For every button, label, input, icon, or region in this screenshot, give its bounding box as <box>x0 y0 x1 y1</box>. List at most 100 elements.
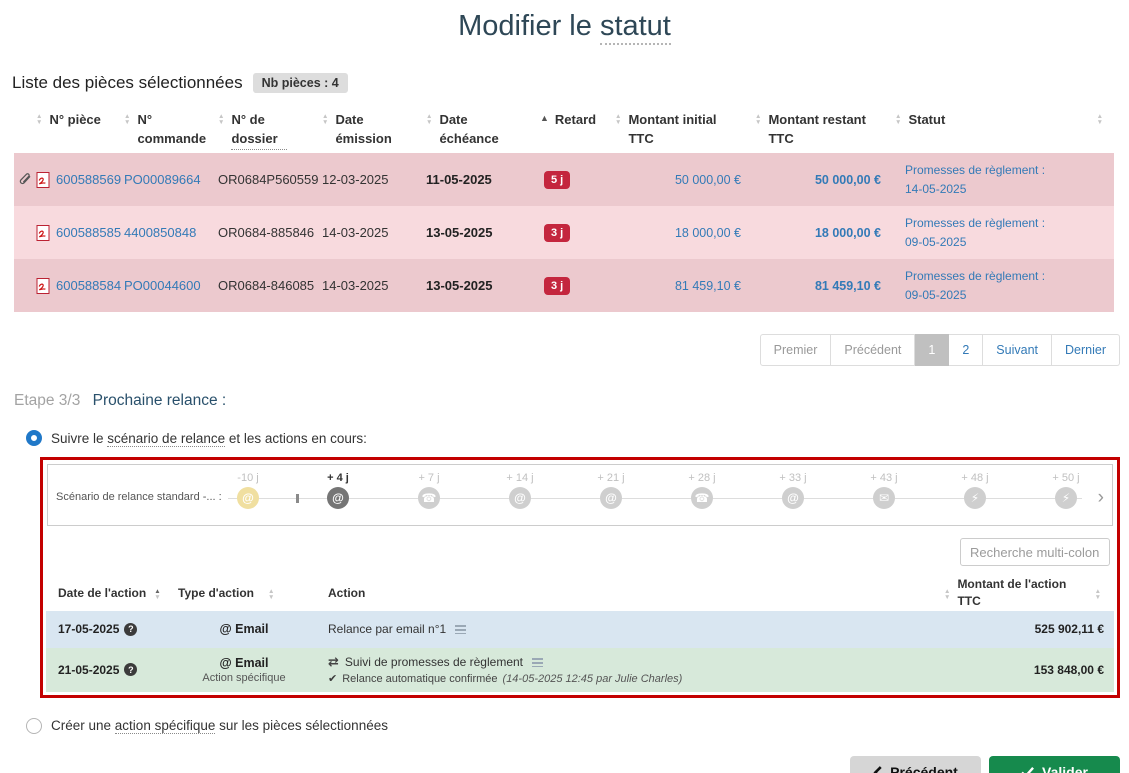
sort-icon[interactable]: ▲ ▼ <box>426 113 433 126</box>
header-montant-initial[interactable]: ▲ ▼ Montant initial TTC <box>615 112 717 146</box>
check-icon: ✔ <box>328 673 338 686</box>
sort-icon[interactable]: ▲ ▼ <box>1094 588 1101 601</box>
pagination-first[interactable]: Premier <box>759 334 832 366</box>
date-info-icon[interactable]: ? <box>124 663 138 677</box>
email-icon[interactable]: @ <box>782 487 804 509</box>
sort-icon[interactable]: ▲ ▼ <box>944 588 951 601</box>
pieces-table-header: ▲ ▼ N° pièce ▲ ▼ N° commande ▲ ▼ N° de dossier… <box>14 103 1114 153</box>
header-action[interactable]: Action <box>328 585 366 600</box>
header-piece[interactable]: ▲ ▼ N° pièce <box>36 112 101 127</box>
echeance-cell: 11-05-2025 <box>426 172 492 187</box>
page-title: Modifier le statut <box>0 10 1129 45</box>
commande-link[interactable]: 4400850848 <box>124 225 197 240</box>
pdf-icon[interactable] <box>36 277 50 294</box>
pagination-page-1[interactable]: 1 <box>915 334 950 366</box>
piece-number-link[interactable]: 600588585 <box>56 225 122 240</box>
header-statut[interactable]: ▲ ▼ Statut ▲ ▼ <box>895 111 1114 130</box>
header-action-date[interactable]: Date de l'action ▲ ▼ <box>58 585 161 601</box>
pagination-last[interactable]: Dernier <box>1052 334 1120 366</box>
header-montant-restant[interactable]: ▲ ▼ Montant restant TTC <box>755 112 866 146</box>
date-info-icon[interactable]: ? <box>124 622 138 636</box>
action-date-cell: 21-05-2025? <box>46 663 178 677</box>
sort-icon[interactable]: ▲ ▼ <box>895 113 902 126</box>
actions-table: Date de l'action ▲ ▼ Type d'action ▲ ▼ Actio… <box>46 576 1114 692</box>
option-follow-label: Suivre le scénario de relance et les act… <box>51 430 367 447</box>
pieces-heading: Liste des pièces sélectionnées <box>12 73 243 92</box>
pagination-next[interactable]: Suivant <box>983 334 1052 366</box>
sort-icon[interactable]: ▲ ▼ <box>267 588 275 601</box>
option-follow-scenario[interactable]: Suivre le scénario de relance et les act… <box>26 430 1129 447</box>
repeat-icon: ⇄ <box>328 654 339 670</box>
emission-cell: 14-03-2025 <box>322 278 389 293</box>
montant-initial-cell: 81 459,10 € <box>674 278 741 293</box>
pdf-icon[interactable] <box>36 224 50 241</box>
relance-timeline: Scénario de relance standard -... : -10 … <box>47 464 1113 526</box>
scenario-panel: Scénario de relance standard -... : -10 … <box>40 457 1120 698</box>
montant-initial-cell: 18 000,00 € <box>674 225 741 240</box>
mail-icon[interactable]: ✉ <box>873 487 895 509</box>
action-date-cell: 17-05-2025? <box>46 622 178 636</box>
emission-cell: 14-03-2025 <box>322 225 389 240</box>
piece-number-link[interactable]: 600588584 <box>56 278 122 293</box>
pagination: Premier Précédent 1 2 Suivant Dernier <box>0 334 1120 366</box>
attachment-cell <box>14 172 36 188</box>
bolt-icon[interactable]: ⚡ <box>1055 487 1077 509</box>
check-icon <box>1021 766 1035 773</box>
table-row: 600588584 PO00044600 OR0684-846085 14-03… <box>14 259 1114 312</box>
page-title-text: Modifier le <box>458 10 600 42</box>
sort-icon[interactable]: ▲ ▼ <box>36 113 43 126</box>
header-emission[interactable]: ▲ ▼ Date émission <box>322 112 392 146</box>
pagination-prev[interactable]: Précédent <box>831 334 916 366</box>
phone-icon[interactable]: ☎ <box>418 487 440 509</box>
sort-icon[interactable]: ▲ ▼ <box>615 113 622 126</box>
dossier-cell: OR0684-846085 <box>218 278 315 293</box>
timeline-node: + 28 j ☎ <box>672 472 732 509</box>
multi-column-search-input[interactable] <box>960 538 1110 566</box>
email-icon[interactable]: @ <box>237 487 259 509</box>
header-action-type[interactable]: Type d'action ▲ ▼ <box>178 585 275 601</box>
radio-selected[interactable] <box>26 430 42 446</box>
header-commande[interactable]: ▲ ▼ N° commande <box>124 112 207 146</box>
details-list-icon[interactable] <box>455 624 467 634</box>
header-action-amount[interactable]: ▲ ▼ Montant de l'action TTC ▲ ▼ <box>944 577 1101 609</box>
sort-icon[interactable]: ▲ ▼ <box>1096 113 1103 126</box>
details-list-icon[interactable] <box>532 657 543 667</box>
header-echeance[interactable]: ▲ ▼ Date échéance <box>426 112 499 146</box>
phone-icon[interactable]: ☎ <box>691 487 713 509</box>
sort-icon[interactable]: ▲ ▼ <box>124 113 131 126</box>
email-icon[interactable]: @ <box>600 487 622 509</box>
pdf-icon[interactable] <box>36 171 50 188</box>
pagination-page-2[interactable]: 2 <box>949 334 984 366</box>
action-label-cell: ⇄ Suivi de promesses de règlement ✔ Relanc… <box>328 654 683 686</box>
action-type-subtype: Action spécifique <box>202 671 286 684</box>
timeline-node: -10 j @ <box>218 472 278 509</box>
action-row: 17-05-2025? @ Email Relance par email n°… <box>46 610 1114 648</box>
commande-link[interactable]: PO00044600 <box>124 278 201 293</box>
header-retard[interactable]: ▲ Retard <box>540 112 597 127</box>
scenario-label: Scénario de relance standard -... : <box>56 491 228 503</box>
header-dossier[interactable]: ▲ ▼ N° de dossier <box>218 111 322 150</box>
timeline-node: + 21 j @ <box>581 472 641 509</box>
actions-table-header: Date de l'action ▲ ▼ Type d'action ▲ ▼ Actio… <box>46 576 1114 611</box>
echeance-cell: 13-05-2025 <box>426 278 493 293</box>
piece-number-link[interactable]: 600588569 <box>56 172 122 187</box>
page-title-tooltip-term: statut <box>599 10 671 45</box>
previous-button[interactable]: Précédent <box>850 755 981 773</box>
step-label: Etape 3/3 <box>14 392 81 409</box>
action-amount-cell: 153 848,00 € <box>1033 662 1104 677</box>
radio-unselected[interactable] <box>26 717 42 734</box>
statut-cell: Promesses de règlement :09-05-2025 <box>905 268 1046 302</box>
option-create-action[interactable]: Créer une action spécifique sur les pièc… <box>26 717 1129 735</box>
timeline-node: + 7 j ☎ <box>399 472 459 509</box>
sort-icon[interactable]: ▲ ▼ <box>322 113 329 126</box>
sort-icon[interactable]: ▲ ▼ <box>755 113 762 126</box>
email-icon[interactable]: @ <box>327 487 349 509</box>
bolt-icon[interactable]: ⚡ <box>964 487 986 509</box>
commande-link[interactable]: PO00089664 <box>124 172 201 187</box>
validate-button[interactable]: Valider <box>989 755 1120 773</box>
sort-icon[interactable]: ▲ ▼ <box>218 113 225 126</box>
email-icon[interactable]: @ <box>509 487 531 509</box>
sort-icon[interactable]: ▲ ▼ <box>154 588 161 601</box>
sort-asc-icon[interactable]: ▲ <box>540 113 549 123</box>
chevron-right-icon[interactable]: › <box>1097 487 1104 508</box>
